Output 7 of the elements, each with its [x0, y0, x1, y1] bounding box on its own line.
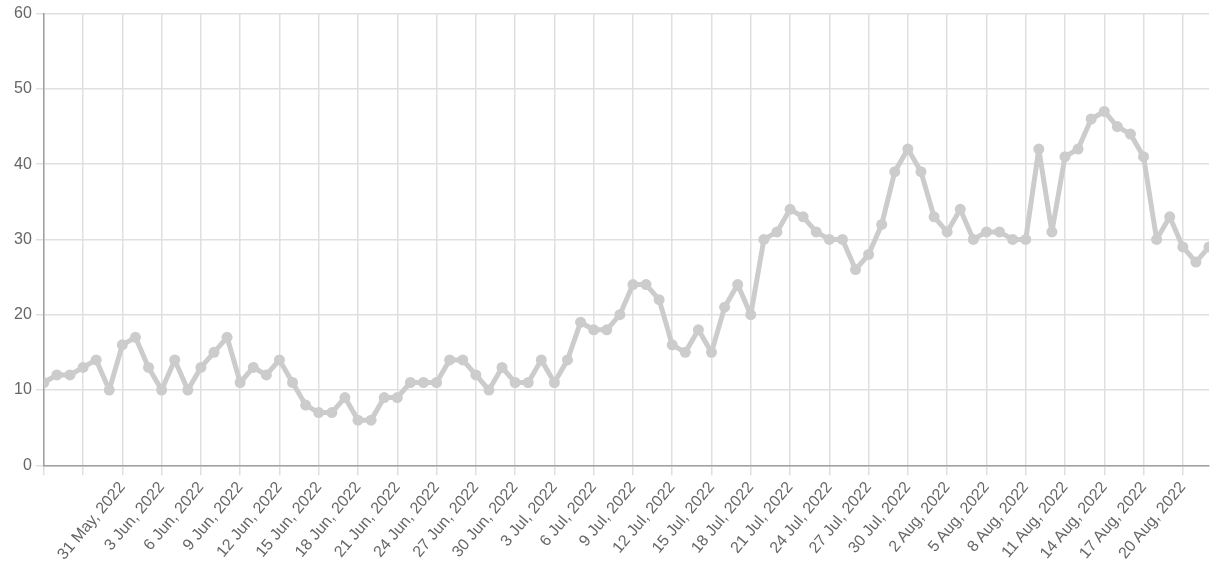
- y-tick-label: 10: [14, 380, 32, 398]
- y-tick-label: 30: [14, 229, 32, 247]
- y-tick-label: 20: [14, 305, 32, 323]
- y-tick-label: 50: [14, 79, 32, 97]
- y-tick-label: 40: [14, 154, 32, 172]
- y-tick-label: 0: [22, 455, 32, 473]
- y-tick-label: 60: [14, 4, 32, 22]
